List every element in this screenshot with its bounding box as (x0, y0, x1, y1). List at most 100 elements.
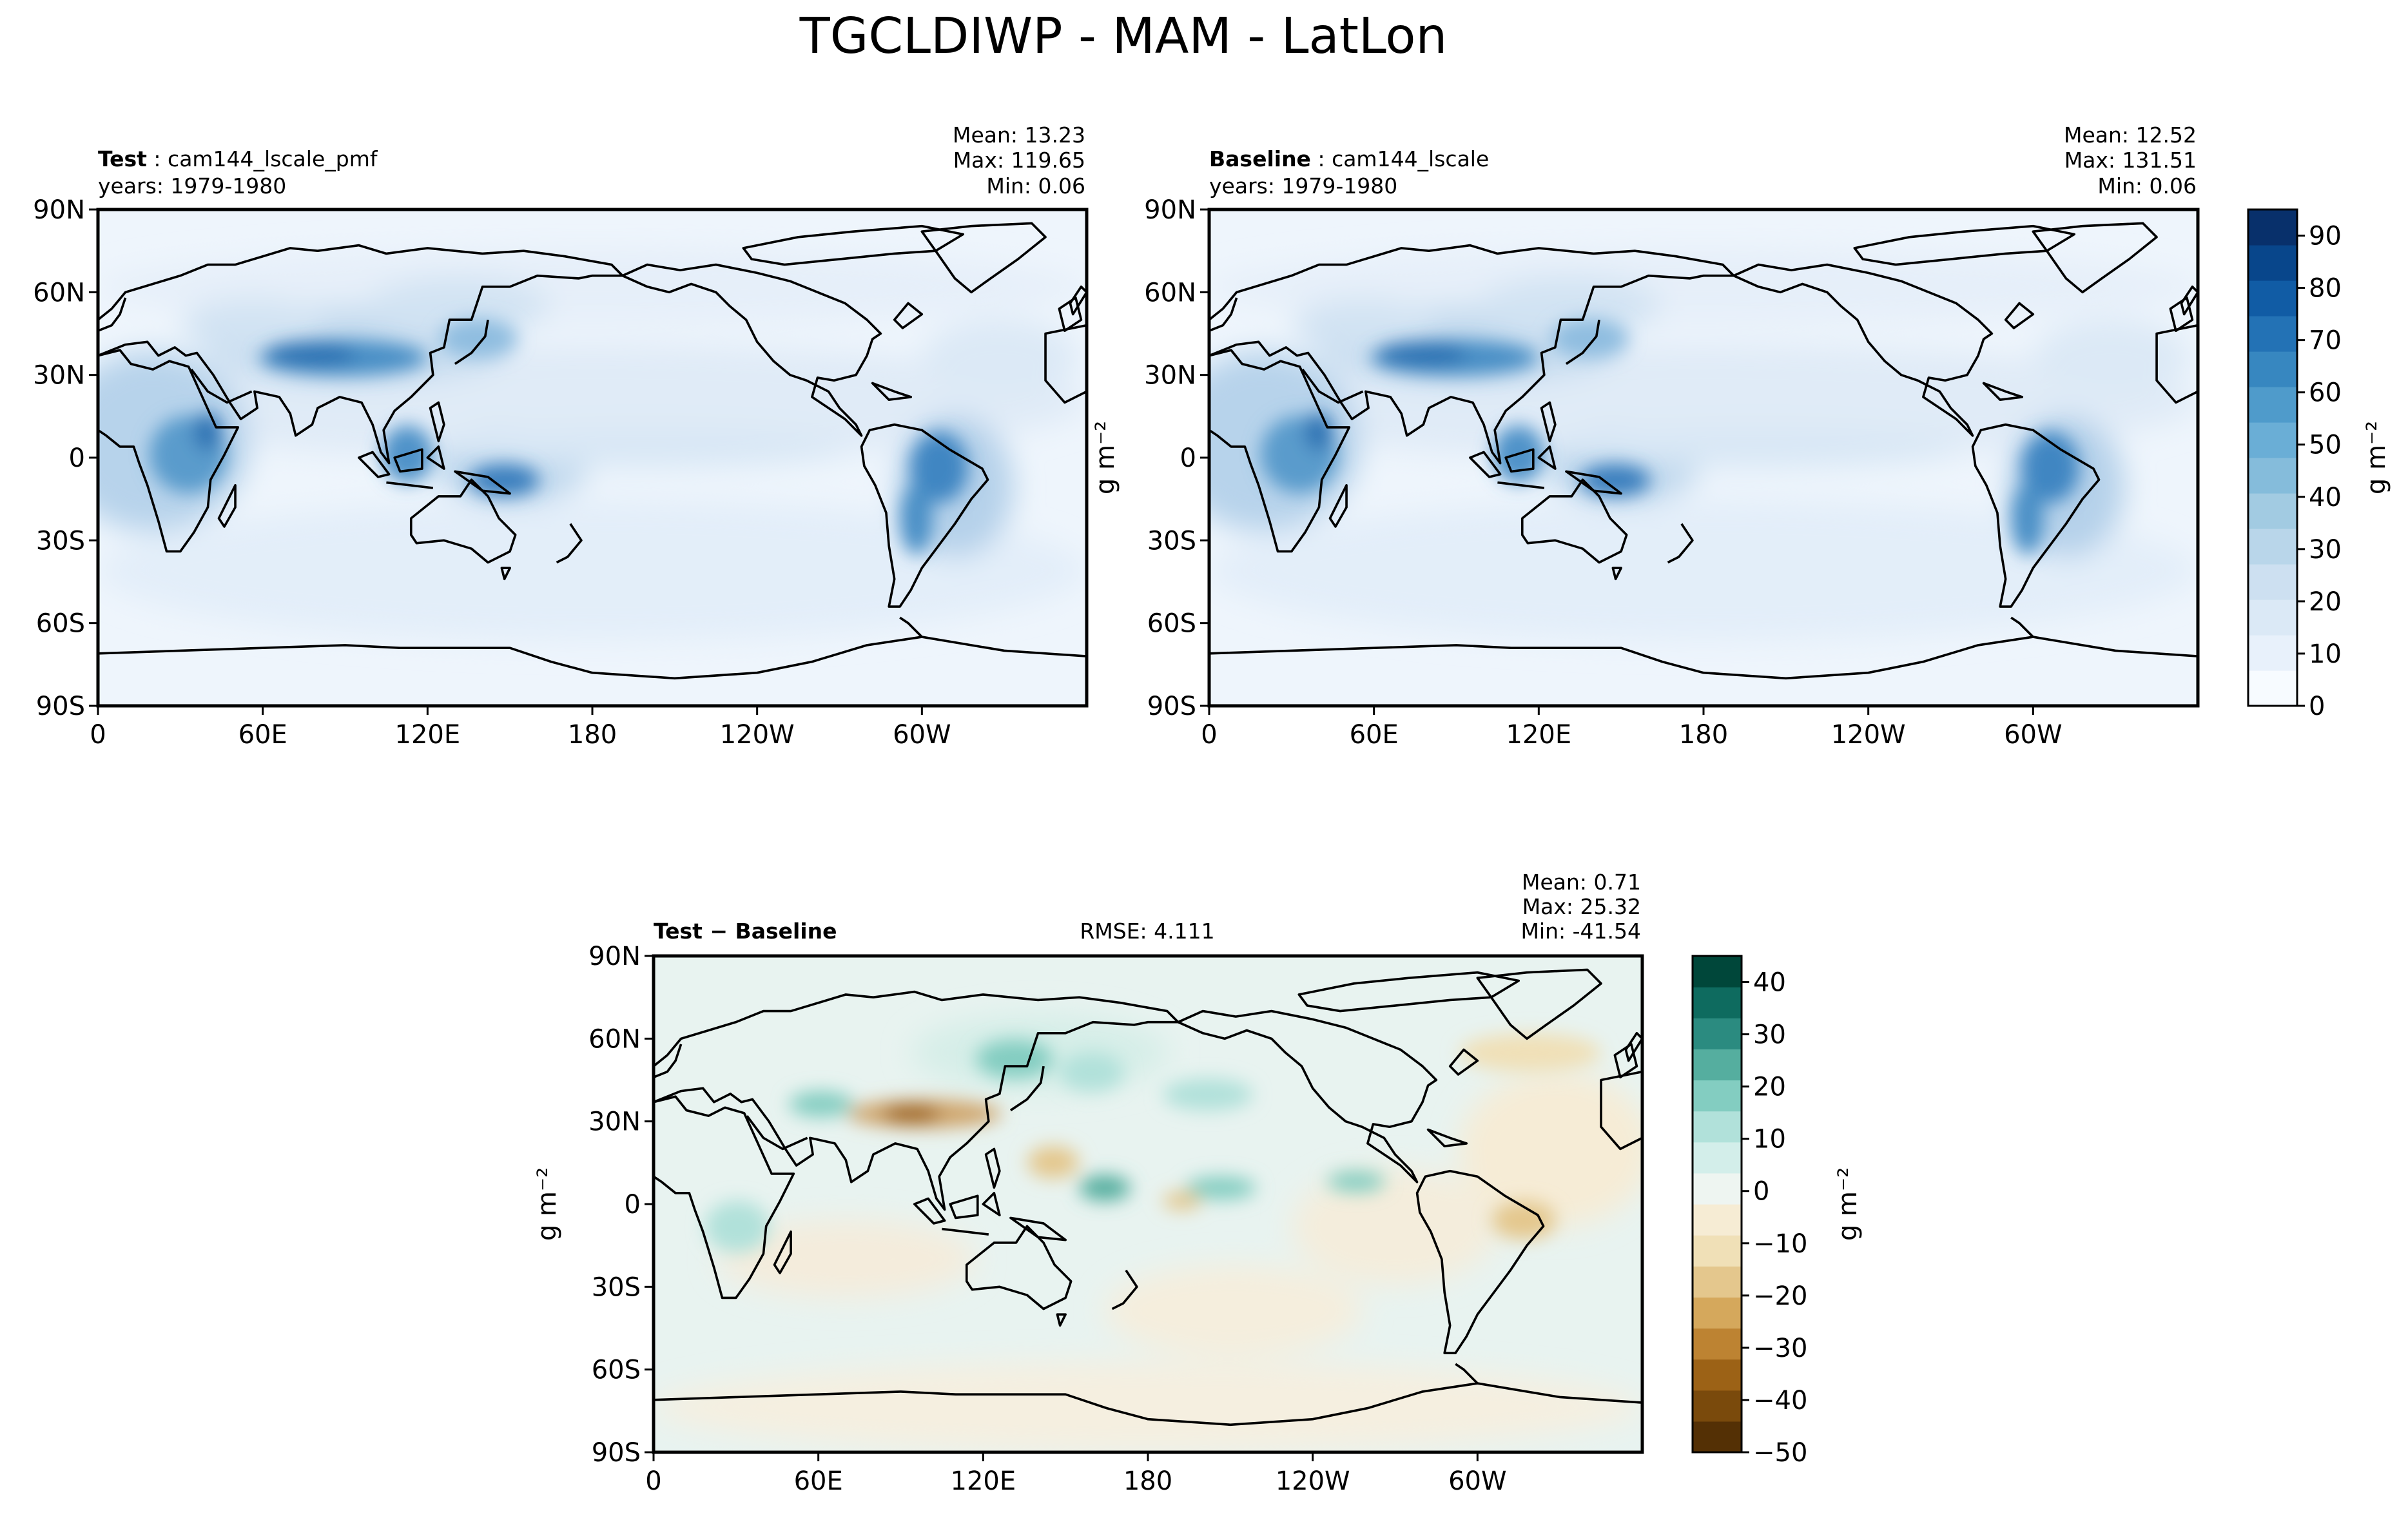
lat-tick-label: 0 (1180, 443, 1196, 473)
baseline-lon-axis: 0 60E 120E 180 120W 60W (1201, 706, 2063, 750)
colorbar-tick-label: −40 (1753, 1386, 1807, 1416)
lat-tick-label: 90N (588, 942, 641, 971)
lon-tick-label: 180 (1123, 1466, 1172, 1496)
lat-tick-label: 60N (33, 278, 85, 307)
colorbar-tick-label: 20 (1753, 1073, 1786, 1102)
colorbar-segment (1693, 1266, 1742, 1298)
colorbar-tick-label: 20 (2309, 587, 2342, 617)
colorbar-tick-label: 10 (1753, 1125, 1786, 1154)
lat-tick-label: 0 (69, 443, 85, 473)
lat-tick-label: 90N (1144, 195, 1196, 225)
test-panel: Test : cam144_lscale_pmf years: 1979-198… (33, 122, 1089, 750)
lat-tick-label: 30N (1144, 361, 1196, 391)
colorbar-segment (2248, 351, 2297, 387)
lon-tick-label: 60W (2004, 720, 2062, 750)
colorbar-segment (1693, 1421, 1742, 1453)
lat-tick-label: 30N (588, 1107, 641, 1137)
colorbar-tick-label: −30 (1753, 1334, 1807, 1363)
colorbar-tick-label: 10 (2309, 639, 2342, 669)
colorbar-tick-label: 40 (1753, 968, 1786, 998)
test-lon-axis: 0 60E 120E 180 120W 60W (90, 706, 951, 750)
colorbar-tick-label: −10 (1753, 1229, 1807, 1259)
diff-rmse: RMSE: 4.111 (1080, 919, 1214, 944)
colorbar-segment (2248, 635, 2297, 671)
lon-tick-label: 180 (1679, 720, 1728, 750)
colorbar-tick-label: 60 (2309, 378, 2342, 408)
colorbar-segment (1693, 1390, 1742, 1422)
colorbar-frame (1691, 955, 1743, 1454)
colorbar-tick-label: 90 (2309, 222, 2342, 251)
lon-tick-label: 120W (720, 720, 795, 750)
lon-tick-label: 120W (1276, 1466, 1350, 1496)
lat-tick-label: 30S (1147, 526, 1196, 556)
colorbar-segment (1693, 1359, 1742, 1391)
colorbar-tick-label: 30 (2309, 535, 2342, 565)
colorbar-segment (2248, 245, 2297, 281)
lat-tick-label: 60N (1144, 278, 1196, 307)
lon-tick-label: 0 (90, 720, 106, 750)
baseline-min: Min: 0.06 (2097, 173, 2197, 199)
colorbar-segment (2248, 529, 2297, 565)
colorbar-tick-label: −50 (1753, 1438, 1807, 1468)
lon-tick-label: 120E (395, 720, 461, 750)
diff-lat-axis: 90N 60N 30N 0 30S 60S 90S (588, 942, 654, 1468)
lon-tick-label: 180 (568, 720, 617, 750)
colorbar-tick-label: 50 (2309, 431, 2342, 460)
lon-tick-label: 0 (1201, 720, 1217, 750)
lon-tick-label: 0 (645, 1466, 661, 1496)
lon-tick-label: 60E (794, 1466, 843, 1496)
colorbar-segment (1693, 1173, 1742, 1205)
lon-tick-label: 120E (1506, 720, 1572, 750)
lon-tick-label: 60E (238, 720, 287, 750)
colorbar-tick-label: 70 (2309, 326, 2342, 356)
top-left-units-label: g m⁻² (1091, 421, 1120, 494)
colorbar-segment (1693, 1142, 1742, 1174)
colorbar-tick-label: 0 (2309, 692, 2325, 721)
diff-left-units-label: g m⁻² (532, 1167, 562, 1241)
lat-tick-label: 30S (592, 1272, 641, 1302)
colorbar-segment (2248, 387, 2297, 423)
lon-tick-label: 60W (1448, 1466, 1506, 1496)
colorbar-segment (2248, 564, 2297, 600)
lat-tick-label: 90S (592, 1438, 641, 1468)
diff-colorbar: 40 30 20 10 0 −10 −20 −30 −40 −50 (1691, 955, 1807, 1468)
diff-max: Max: 25.32 (1522, 894, 1641, 919)
test-lat-axis: 90N 60N 30N 0 30S 60S 90S (33, 195, 98, 721)
colorbar-segment (2248, 599, 2297, 636)
lat-tick-label: 60S (36, 609, 85, 639)
diff-panel: Test − Baseline RMSE: 4.111 Mean: 0.71 M… (532, 870, 1644, 1496)
baseline-mean: Mean: 12.52 (2064, 122, 2197, 148)
test-min: Min: 0.06 (986, 173, 1085, 199)
lat-tick-label: 30S (36, 526, 85, 556)
lat-tick-label: 60S (592, 1356, 641, 1385)
colorbar-tick-label: 80 (2309, 274, 2342, 304)
baseline-years: years: 1979-1980 (1209, 173, 1397, 199)
lat-tick-label: 30N (33, 361, 85, 391)
test-label: Test : cam144_lscale_pmf (98, 146, 378, 171)
baseline-panel: Baseline : cam144_lscale years: 1979-198… (1091, 122, 2200, 750)
colorbar-tick-label: 30 (1753, 1020, 1786, 1050)
colorbar-segment (1693, 1080, 1742, 1112)
lat-tick-label: 90N (33, 195, 85, 225)
baseline-lat-axis: 90N 60N 30N 0 30S 60S 90S (1144, 195, 1209, 721)
diff-colorbar-label: g m⁻² (1833, 1167, 1863, 1241)
colorbar-tick-label: 40 (2309, 483, 2342, 512)
colorbar-segment (1693, 1111, 1742, 1143)
figure-title: TGCLDIWP - MAM - LatLon (799, 8, 1448, 65)
lat-tick-label: 90S (1147, 692, 1196, 721)
colorbar-segment (1693, 1328, 1742, 1360)
colorbar-segment (1693, 1018, 1742, 1049)
colorbar-tick-label: −20 (1753, 1281, 1807, 1311)
lon-tick-label: 120W (1831, 720, 1906, 750)
colorbar-segment (1693, 1297, 1742, 1329)
top-colorbar: 0 10 20 30 40 50 60 70 80 90 (2247, 208, 2342, 721)
colorbar-segment (2248, 280, 2297, 316)
lon-tick-label: 60W (893, 720, 951, 750)
colorbar-segment (2248, 493, 2297, 529)
baseline-label: Baseline : cam144_lscale (1209, 146, 1489, 171)
colorbar-segment (2248, 458, 2297, 494)
lat-tick-label: 60N (588, 1024, 641, 1054)
colorbar-frame (2247, 208, 2298, 707)
lon-tick-label: 120E (951, 1466, 1016, 1496)
